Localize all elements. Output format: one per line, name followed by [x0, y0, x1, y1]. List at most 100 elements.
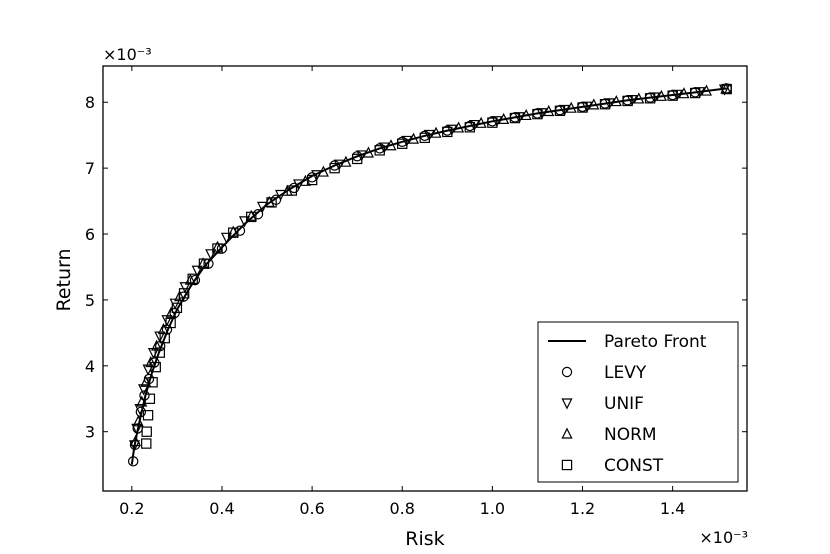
data-point-norm	[340, 155, 352, 167]
legend-swatch-levy	[561, 366, 573, 378]
x-tick-label: 1.2	[570, 499, 595, 518]
data-point-unif	[446, 124, 458, 136]
data-point-unif	[205, 249, 217, 261]
data-point-norm	[245, 209, 257, 221]
data-point-const	[351, 153, 363, 165]
y-tick-label: 8	[85, 93, 95, 112]
data-point-const	[228, 227, 239, 238]
data-point-const	[286, 185, 298, 196]
data-point-levy	[127, 456, 139, 467]
data-point-const	[154, 347, 165, 358]
data-point-const	[178, 288, 190, 299]
data-point-unif	[558, 104, 571, 117]
legend-label-norm: NORM	[604, 425, 657, 445]
data-point-norm	[211, 240, 224, 252]
data-point-const	[147, 377, 158, 388]
data-point-norm	[678, 87, 690, 99]
data-point-const	[622, 95, 633, 107]
data-point-norm	[197, 257, 209, 269]
data-point-const	[306, 174, 318, 186]
y-tick-label: 5	[85, 291, 95, 310]
data-point-unif	[137, 384, 150, 396]
data-point-const	[141, 438, 152, 449]
data-point-norm	[317, 165, 329, 177]
data-point-norm	[129, 435, 142, 447]
y-tick-label: 4	[85, 357, 95, 376]
data-point-norm	[475, 116, 487, 128]
data-point-norm	[498, 112, 510, 124]
x-tick-label: 0.2	[119, 499, 144, 518]
data-point-const	[187, 273, 198, 285]
data-point-unif	[649, 92, 661, 104]
data-point-levy	[139, 390, 150, 401]
data-point-const	[246, 211, 257, 223]
data-point-const	[266, 197, 277, 208]
legend-label-unif: UNIF	[604, 394, 644, 414]
plot-frame	[102, 65, 748, 492]
data-point-const	[554, 105, 566, 117]
data-point-const	[397, 138, 408, 149]
data-point-norm	[132, 415, 144, 427]
data-point-norm	[227, 225, 239, 237]
data-point-const	[532, 108, 543, 120]
data-point-norm	[453, 121, 465, 133]
x-axis-label: Risk	[405, 528, 444, 550]
data-point-unif	[581, 101, 593, 113]
data-point-const	[141, 426, 152, 437]
data-point-unif	[134, 404, 146, 416]
data-point-const	[487, 117, 498, 128]
y-tick-label: 7	[85, 159, 95, 178]
axis-ticks: 0.2 0.4 0.6 0.8 1.0 1.2 1.4 3 4 5 6 7 8	[85, 66, 747, 518]
legend-label-pareto-front: Pareto Front	[604, 332, 707, 352]
data-point-norm	[385, 139, 397, 151]
data-point-unif	[603, 98, 616, 110]
legend: Pareto Front LEVY UNIF NORM CONST	[537, 321, 739, 483]
data-point-const	[464, 122, 476, 133]
data-point-norm	[543, 104, 555, 117]
y-axis-label: Return	[53, 248, 75, 311]
data-point-const	[142, 410, 154, 421]
x-axis-scale-label: ×10⁻³	[699, 528, 748, 547]
data-point-unif	[423, 129, 435, 142]
data-point-unif	[191, 265, 203, 277]
data-point-const	[150, 361, 161, 373]
data-point-norm	[430, 126, 442, 138]
data-point-const	[329, 162, 340, 174]
data-point-const	[577, 102, 588, 113]
data-point-norm	[151, 339, 163, 351]
legend-label-levy: LEVY	[604, 363, 647, 383]
legend-swatch-unif	[561, 398, 573, 410]
data-point-unif	[491, 116, 503, 128]
data-point-const	[212, 243, 223, 254]
data-point-const	[667, 90, 678, 101]
data-point-levy	[135, 406, 147, 418]
data-point-unif	[401, 135, 413, 147]
y-tick-label: 3	[85, 423, 95, 442]
plot-content	[127, 82, 732, 467]
data-point-unif	[131, 423, 143, 435]
data-point-norm	[700, 84, 713, 96]
data-point-norm	[633, 92, 645, 104]
data-point-const	[721, 83, 732, 95]
data-point-unif	[179, 282, 191, 294]
data-point-norm	[588, 98, 600, 110]
data-point-const	[599, 99, 611, 110]
data-point-const	[419, 132, 430, 144]
data-point-norm	[136, 395, 148, 407]
data-point-norm	[362, 146, 375, 158]
data-point-unif	[220, 232, 233, 244]
x-tick-label: 1.4	[660, 499, 685, 518]
data-point-const	[442, 126, 453, 138]
x-tick-label: 0.8	[390, 499, 415, 518]
data-point-unif	[513, 112, 525, 124]
data-point-norm	[655, 89, 667, 101]
legend-swatch-norm	[561, 427, 573, 439]
data-point-unif	[626, 95, 638, 107]
data-point-const	[165, 317, 176, 329]
y-tick-label: 6	[85, 225, 95, 244]
data-point-const	[374, 145, 385, 156]
x-tick-label: 1.0	[480, 499, 505, 518]
x-tick-label: 0.6	[299, 499, 324, 518]
legend-label-const: CONST	[604, 456, 664, 476]
